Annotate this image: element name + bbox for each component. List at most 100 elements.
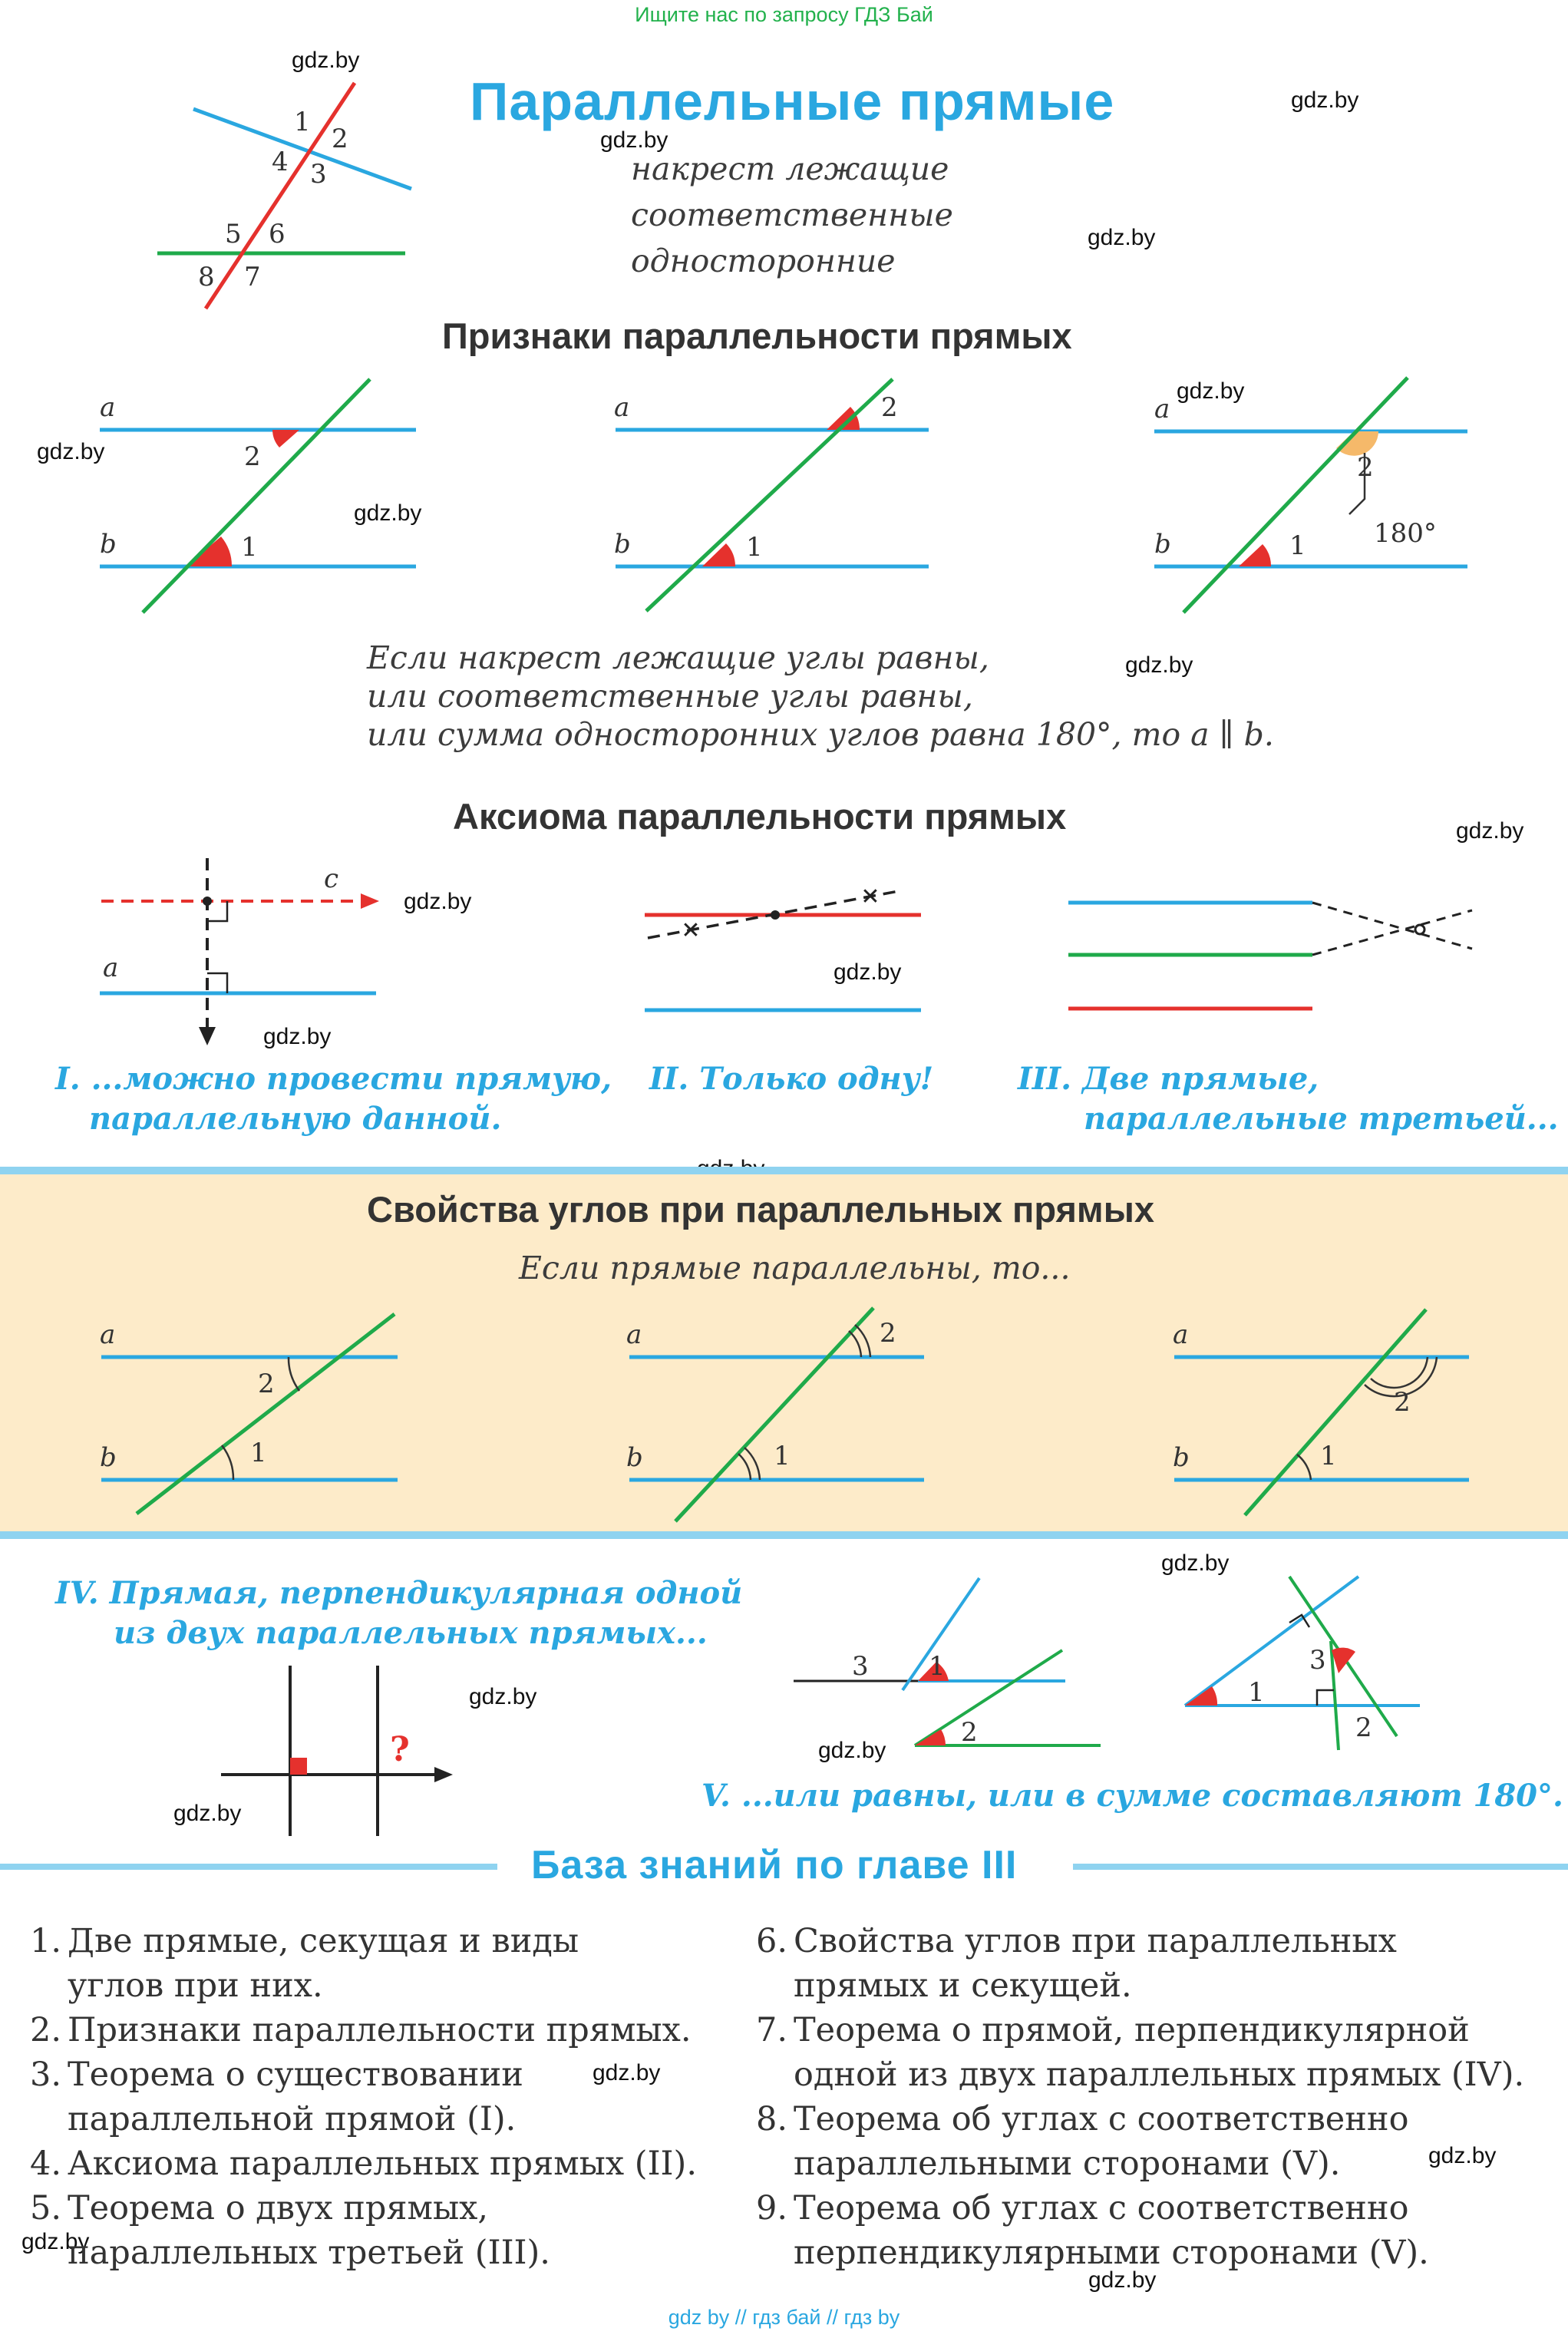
caption-line: из двух параллельных прямых... [114, 1615, 708, 1651]
watermark: gdz.by [173, 1801, 242, 1826]
axiom-caption-3: III. Две прямые, параллельные третьей... [1018, 1059, 1559, 1139]
perpendicular-caption: IV. Прямая, перпендикулярная одной из дв… [55, 1574, 742, 1653]
intro-label: 3 [310, 159, 327, 190]
watermark: gdz.by [818, 1738, 886, 1763]
sum-label: 180° [1374, 518, 1437, 549]
kb-left-list: 1. Две прямые, секущая и виды углов при н… [20, 1919, 697, 2275]
intro-label: 2 [332, 124, 348, 154]
watermark: gdz.by [1177, 378, 1245, 404]
caption-line: III. Две прямые, [1018, 1061, 1319, 1097]
angle-1-label: 1 [746, 532, 763, 563]
angle-1-label: 1 [1289, 530, 1306, 561]
criteria-text-line: Если накрест лежащие углы равны, [367, 639, 989, 676]
caption-line: параллельные третьей... [1084, 1101, 1559, 1137]
list-item-cont: параллельных третьей (III). [68, 2234, 550, 2272]
cross-mark: ✕ [681, 917, 700, 944]
list-item-cont: одной из двух параллельных прямых (IV). [794, 2056, 1525, 2094]
line-c-label: c [324, 864, 338, 894]
angle-2-label: 2 [881, 392, 898, 423]
axiom-diagram-3 [1068, 900, 1473, 1011]
list-item-cont: прямых и секущей. [794, 1966, 1132, 2005]
angle-2-label: 2 [244, 441, 261, 472]
line-a-label: a [103, 953, 118, 983]
list-item: 4. Аксиома параллельных прямых (II). [29, 2145, 697, 2183]
line-b-label: b [100, 529, 117, 560]
line-b-label: b [1154, 529, 1171, 560]
cross-mark: ✕ [860, 883, 880, 910]
watermark: gdz.by [600, 127, 668, 153]
sides-diagram-perpendicular: 1 3 2 [1183, 1575, 1420, 1751]
properties-diagram-2: a b 2 1 [626, 1306, 924, 1523]
watermark: gdz.by [469, 1684, 537, 1709]
watermark: gdz.by [593, 2060, 661, 2085]
properties-heading: Свойства углов при параллельных прямых [367, 1189, 1154, 1230]
watermark: gdz.by [37, 439, 105, 464]
watermark: gdz.by [1456, 818, 1524, 844]
list-item: 1. Две прямые, секущая и виды [29, 1922, 579, 1960]
line-a-label: a [1154, 394, 1170, 424]
sides-label: 3 [852, 1651, 869, 1682]
watermark: gdz.by [404, 889, 472, 914]
watermark: gdz.by [1088, 2267, 1157, 2293]
criteria-diagram-corresponding: a b 2 1 [614, 378, 929, 613]
list-item-cont: параллельной прямой (I). [68, 2100, 517, 2138]
page-title: Параллельные прямые [470, 71, 1115, 131]
sides-label: 1 [1248, 1677, 1265, 1708]
sides-label: 3 [1309, 1645, 1326, 1676]
intro-label: 8 [198, 262, 215, 292]
angle-1-label: 1 [774, 1441, 791, 1471]
criteria-text: Если накрест лежащие углы равны, или соо… [367, 639, 1274, 754]
properties-diagram-1: a b 2 1 [100, 1313, 398, 1515]
perpendicular-diagram: ? [221, 1666, 453, 1836]
kb-rule-left [0, 1864, 497, 1870]
list-item: 3. Теорема о существовании [29, 2056, 523, 2094]
line-b-label: b [100, 1442, 117, 1473]
watermark: gdz.by [1428, 2143, 1497, 2168]
line-a-label: a [614, 392, 629, 423]
band-top-rule [0, 1167, 1568, 1174]
criteria-diagram-alternate: a b 2 1 [100, 378, 416, 614]
intro-diagram: 1 2 4 3 5 6 8 7 [157, 81, 412, 310]
watermark: gdz.by [1125, 652, 1193, 678]
watermark: gdz.by [263, 1024, 332, 1049]
kb-rule-right [1073, 1864, 1568, 1870]
list-item-cont: параллельными сторонами (V). [794, 2145, 1341, 2183]
angle-1-label: 1 [1320, 1441, 1337, 1471]
list-item: 2. Признаки параллельности прямых. [29, 2011, 692, 2049]
intro-label: 5 [225, 219, 242, 249]
watermark: gdz.by [1088, 225, 1156, 250]
top-link[interactable]: Ищите нас по запросу ГДЗ Бай [635, 3, 933, 26]
angle-type: односторонние [631, 243, 896, 279]
line-b-label: b [626, 1442, 643, 1473]
caption-line: параллельную данной. [89, 1101, 502, 1137]
list-item: 8. Теорема об углах с соответственно [755, 2100, 1409, 2138]
line-a-label: a [100, 392, 115, 423]
sides-label: 2 [1355, 1712, 1372, 1743]
sides-caption: V. ...или равны, или в сумме составляют … [701, 1778, 1563, 1814]
list-item: 7. Теорема о прямой, перпендикулярной [755, 2011, 1470, 2049]
intro-label: 1 [294, 107, 311, 137]
sides-label: 2 [961, 1717, 978, 1748]
watermark: gdz.by [1291, 88, 1359, 113]
kb-right-list: 6. Свойства углов при параллельных прямых… [746, 1919, 1524, 2275]
intro-label: 7 [244, 262, 261, 292]
criteria-text-line: или соответственные углы равны, [367, 678, 973, 715]
watermark: gdz.by [1161, 1550, 1230, 1576]
footer-links[interactable]: gdz by // гдз бай // гдз by [668, 2306, 900, 2329]
list-item-cont: углов при них. [68, 1966, 323, 2005]
sides-label: 1 [929, 1651, 946, 1682]
line-b-label: b [614, 529, 631, 560]
list-item: 9. Теорема об углах с соответственно [755, 2189, 1409, 2227]
criteria-heading: Признаки параллельности прямых [442, 315, 1072, 356]
list-item: 5. Теорема о двух прямых, [29, 2189, 489, 2227]
axiom-diagram-1: c a [100, 858, 379, 1045]
watermark: gdz.by [292, 48, 360, 73]
axiom-caption-1: I. ...можно провести прямую, параллельну… [55, 1059, 612, 1139]
line-a-label: a [100, 1319, 115, 1350]
angle-type: накрест лежащие [631, 150, 949, 187]
question-mark: ? [390, 1730, 410, 1769]
list-item: 6. Свойства углов при параллельных [755, 1922, 1397, 1960]
angle-2-label: 2 [880, 1318, 896, 1349]
angle-2-label: 2 [1394, 1387, 1411, 1418]
watermark: gdz.by [21, 2229, 90, 2254]
